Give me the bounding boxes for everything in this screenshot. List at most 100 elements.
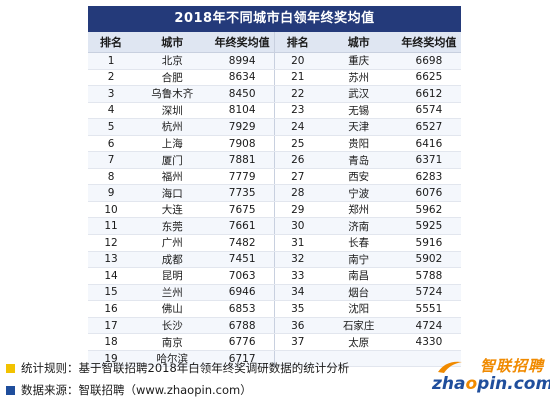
value-cell: 6717 — [210, 350, 275, 368]
rank-cell: 17 — [88, 317, 135, 335]
table-row: 10 大连 7675 29 郑州 5962 — [88, 201, 461, 219]
footnote-source-text: 数据来源：智联招聘（www.zhaopin.com） — [21, 383, 252, 397]
value-cell: 8450 — [210, 85, 275, 103]
city-cell: 贵阳 — [320, 135, 397, 153]
table-title: 2018年不同城市白领年终奖均值 — [88, 6, 461, 32]
rank-cell: 25 — [273, 135, 321, 153]
city-cell: 大连 — [134, 201, 211, 219]
rank-cell: 30 — [273, 217, 321, 236]
value-cell: 5902 — [396, 251, 461, 269]
rank-cell: 33 — [273, 267, 321, 285]
city-cell: 烟台 — [320, 284, 397, 302]
rank-cell: 4 — [88, 102, 135, 120]
value-cell: 6612 — [396, 85, 461, 103]
value-cell: 6283 — [396, 168, 461, 186]
city-cell: 杭州 — [134, 118, 211, 136]
table-row: 15 兰州 6946 34 烟台 5724 — [88, 284, 461, 302]
rank-cell: 26 — [273, 151, 321, 169]
blue-square-icon — [6, 385, 15, 395]
rank-cell: 28 — [273, 184, 321, 202]
rank-cell: 37 — [273, 333, 321, 351]
table-row: 4 深圳 8104 23 无锡 6574 — [88, 102, 461, 120]
city-cell: 广州 — [134, 234, 211, 252]
rank-cell: 14 — [88, 267, 135, 285]
header-value-left: 年终奖均值 — [210, 32, 275, 53]
rank-cell: 3 — [88, 85, 135, 103]
rank-cell: 10 — [88, 201, 135, 219]
value-cell: 5916 — [396, 234, 461, 252]
footnote-rule: 统计规则：基于智联招聘2018年白领年终奖调研数据的统计分析 — [6, 357, 349, 379]
rank-cell: 24 — [273, 118, 321, 136]
value-cell: 6416 — [396, 135, 461, 153]
city-cell: 无锡 — [320, 102, 397, 120]
value-cell: 6946 — [210, 284, 275, 302]
city-cell: 南昌 — [320, 267, 397, 285]
city-cell: 石家庄 — [320, 317, 397, 335]
city-cell: 深圳 — [134, 102, 211, 120]
value-cell — [396, 350, 461, 368]
swirl-icon — [438, 361, 462, 373]
value-cell: 7929 — [210, 118, 275, 136]
rank-cell: 20 — [273, 52, 321, 70]
value-cell: 6527 — [396, 118, 461, 136]
city-cell — [320, 350, 397, 368]
value-cell: 6788 — [210, 317, 275, 335]
ranking-table: 排名 城市 年终奖均值 排名 城市 年终奖均值 1 北京 8994 20 重庆 6698 2… — [88, 32, 461, 368]
city-cell: 青岛 — [320, 151, 397, 169]
city-cell: 长沙 — [134, 317, 211, 335]
rank-cell: 36 — [273, 317, 321, 335]
value-cell: 4724 — [396, 317, 461, 335]
header-city-left: 城市 — [134, 32, 211, 53]
table-row: 1 北京 8994 20 重庆 6698 — [88, 52, 461, 70]
city-cell: 南京 — [134, 333, 211, 351]
value-cell: 8634 — [210, 69, 275, 87]
footnotes: 统计规则：基于智联招聘2018年白领年终奖调研数据的统计分析 数据来源：智联招聘… — [6, 357, 349, 401]
rank-cell: 23 — [273, 102, 321, 120]
rank-cell: 29 — [273, 201, 321, 219]
logo-chinese-text: 智联招聘 — [479, 357, 544, 375]
city-cell: 沈阳 — [320, 300, 397, 318]
table-row: 13 成都 7451 32 南宁 5902 — [88, 251, 461, 269]
value-cell: 8104 — [210, 102, 275, 120]
table-row: 9 海口 7735 28 宁波 6076 — [88, 184, 461, 202]
city-cell: 济南 — [320, 217, 397, 236]
rank-cell: 6 — [88, 135, 135, 153]
value-cell: 6698 — [396, 52, 461, 70]
value-cell: 5788 — [396, 267, 461, 285]
table-row: 5 杭州 7929 24 天津 6527 — [88, 118, 461, 136]
value-cell: 7661 — [210, 217, 275, 236]
header-rank-right: 排名 — [273, 32, 321, 53]
rank-cell: 18 — [88, 333, 135, 351]
ranking-table-container: 2018年不同城市白领年终奖均值 排名 城市 年终奖均值 排名 城市 年终奖均值… — [88, 6, 461, 368]
city-cell: 上海 — [134, 135, 211, 153]
table-row: 18 南京 6776 37 太原 4330 — [88, 333, 461, 351]
rank-cell: 32 — [273, 251, 321, 269]
rank-cell: 19 — [88, 350, 135, 368]
city-cell: 兰州 — [134, 284, 211, 302]
value-cell: 7675 — [210, 201, 275, 219]
value-cell: 7482 — [210, 234, 275, 252]
rank-cell: 22 — [273, 85, 321, 103]
value-cell: 4330 — [396, 333, 461, 351]
footnote-source: 数据来源：智联招聘（www.zhaopin.com） — [6, 379, 349, 401]
city-cell: 武汉 — [320, 85, 397, 103]
header-rank-left: 排名 — [88, 32, 135, 53]
city-cell: 太原 — [320, 333, 397, 351]
value-cell: 8994 — [210, 52, 275, 70]
city-cell: 长春 — [320, 234, 397, 252]
value-cell: 6371 — [396, 151, 461, 169]
city-cell: 郑州 — [320, 201, 397, 219]
rank-cell: 1 — [88, 52, 135, 70]
table-row: 11 东莞 7661 30 济南 5925 — [88, 217, 461, 236]
table-row: 19 哈尔滨 6717 — [88, 350, 461, 368]
value-cell: 7451 — [210, 251, 275, 269]
value-cell: 5962 — [396, 201, 461, 219]
city-cell: 昆明 — [134, 267, 211, 285]
value-cell: 6776 — [210, 333, 275, 351]
city-cell: 天津 — [320, 118, 397, 136]
value-cell: 6076 — [396, 184, 461, 202]
rank-cell — [273, 350, 321, 368]
rank-cell: 2 — [88, 69, 135, 87]
rank-cell: 34 — [273, 284, 321, 302]
city-cell: 海口 — [134, 184, 211, 202]
